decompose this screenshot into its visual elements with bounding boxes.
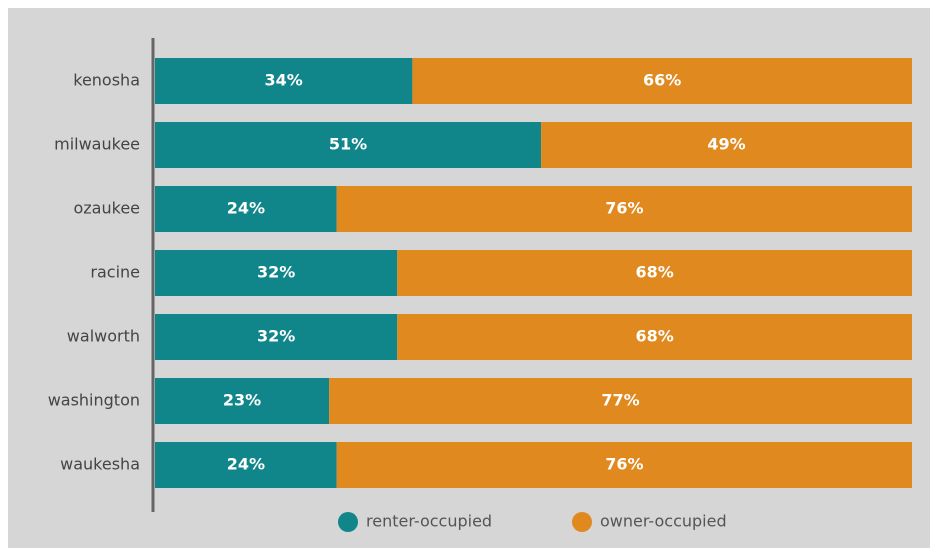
bar-segment <box>155 378 330 424</box>
bar-segment <box>412 58 912 104</box>
bar-segment <box>329 378 912 424</box>
data-label: 51% <box>329 135 367 154</box>
bar-segment <box>155 442 337 488</box>
bar-segment <box>155 186 337 232</box>
bar-segment <box>541 122 912 168</box>
data-label: 66% <box>643 71 681 90</box>
bar-segment <box>155 122 542 168</box>
bar-segment <box>155 250 398 296</box>
bar-segment <box>155 58 413 104</box>
data-label: 34% <box>265 71 303 90</box>
data-label: 49% <box>707 135 745 154</box>
y-tick-label: ozaukee <box>73 199 140 218</box>
legend-swatch <box>572 512 592 532</box>
data-label: 77% <box>601 391 639 410</box>
data-label: 76% <box>605 455 643 474</box>
y-tick-label: washington <box>48 391 140 410</box>
data-label: 24% <box>227 455 265 474</box>
data-label: 23% <box>223 391 261 410</box>
bar-segment <box>397 250 912 296</box>
data-label: 68% <box>635 263 673 282</box>
y-tick-label: racine <box>90 263 140 282</box>
bar-segment <box>336 186 912 232</box>
y-tick-label: walworth <box>67 327 140 346</box>
data-label: 24% <box>227 199 265 218</box>
legend-label: renter-occupied <box>366 512 492 531</box>
data-label: 68% <box>635 327 673 346</box>
data-label: 32% <box>257 263 295 282</box>
bar-segment <box>336 442 912 488</box>
bar-segment <box>155 314 398 360</box>
y-tick-label: kenosha <box>73 71 140 90</box>
legend-label: owner-occupied <box>600 512 727 531</box>
y-tick-label: milwaukee <box>54 135 140 154</box>
bar-segment <box>397 314 912 360</box>
data-label: 76% <box>605 199 643 218</box>
data-label: 32% <box>257 327 295 346</box>
legend-swatch <box>338 512 358 532</box>
y-tick-label: waukesha <box>60 455 140 474</box>
